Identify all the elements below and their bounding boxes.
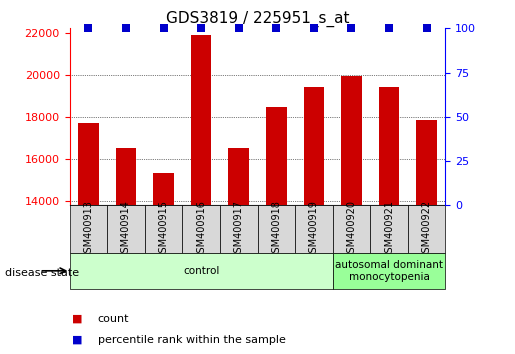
Bar [107,205,145,253]
Bar [303,87,324,205]
Bar [182,205,220,253]
Text: ■: ■ [72,314,82,324]
Bar [153,173,174,205]
Bar [70,205,107,253]
Bar [333,253,445,289]
Text: ■: ■ [72,335,82,345]
Title: GDS3819 / 225951_s_at: GDS3819 / 225951_s_at [166,11,349,27]
Text: control: control [183,266,219,276]
Bar [295,205,333,253]
Bar [379,87,400,205]
Text: autosomal dominant
monocytopenia: autosomal dominant monocytopenia [335,260,443,282]
Text: GSM400913: GSM400913 [83,200,93,259]
Bar [70,253,333,289]
Bar [416,120,437,205]
Text: GSM400918: GSM400918 [271,200,281,259]
Text: GSM400915: GSM400915 [159,200,168,259]
Bar [341,76,362,205]
Text: GSM400922: GSM400922 [422,200,432,259]
Bar [191,35,212,205]
Bar [408,205,445,253]
Text: percentile rank within the sample: percentile rank within the sample [98,335,286,345]
Bar [145,205,182,253]
Bar [115,148,136,205]
Bar [333,205,370,253]
Text: GSM400920: GSM400920 [347,200,356,259]
Text: disease state: disease state [5,268,79,278]
Bar [228,148,249,205]
Text: GSM400917: GSM400917 [234,200,244,259]
Bar [258,205,295,253]
Bar [370,205,408,253]
Text: GSM400914: GSM400914 [121,200,131,259]
Text: GSM400919: GSM400919 [309,200,319,259]
Bar [78,123,99,205]
Text: GSM400921: GSM400921 [384,200,394,259]
Text: GSM400916: GSM400916 [196,200,206,259]
Bar [220,205,258,253]
Text: count: count [98,314,129,324]
Bar [266,107,287,205]
